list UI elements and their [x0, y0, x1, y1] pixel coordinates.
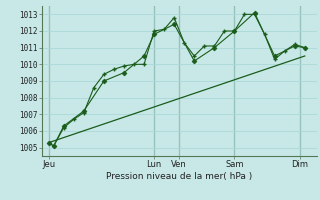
- X-axis label: Pression niveau de la mer( hPa ): Pression niveau de la mer( hPa ): [106, 172, 252, 181]
